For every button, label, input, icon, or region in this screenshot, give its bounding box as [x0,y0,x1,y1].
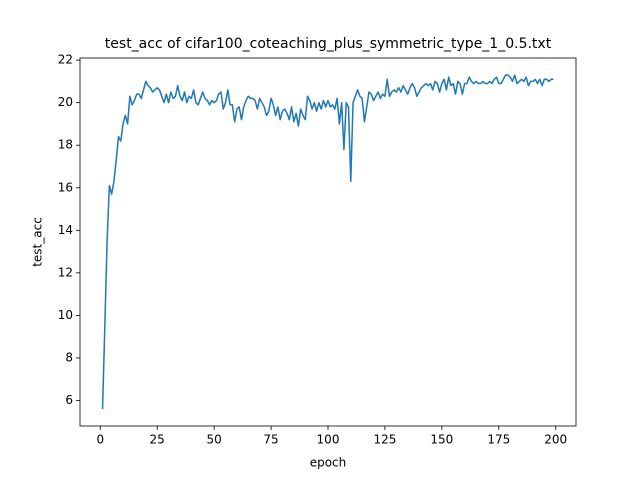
x-tick-label: 50 [206,433,221,447]
y-tick-label: 22 [58,53,73,67]
chart-title: test_acc of cifar100_coteaching_plus_sym… [105,36,552,52]
y-tick-label: 8 [65,350,73,364]
y-tick-label: 14 [58,223,73,237]
x-tick-label: 150 [430,433,453,447]
y-axis-label: test_acc [31,217,45,267]
x-tick-label: 0 [96,433,104,447]
plot-frame [79,57,577,427]
x-axis-label: epoch [310,456,347,470]
x-tick-label: 200 [544,433,567,447]
y-tick-label: 16 [58,180,73,194]
x-tick-label: 25 [150,433,165,447]
y-tick-label: 18 [58,138,73,152]
x-tick-label: 75 [263,433,278,447]
data-line [101,74,554,410]
y-tick-label: 10 [58,308,73,322]
y-tick-label: 20 [58,95,73,109]
x-tick-label: 125 [373,433,396,447]
y-tick-label: 12 [58,265,73,279]
x-tick-label: 175 [487,433,510,447]
y-tick-label: 6 [65,393,73,407]
x-tick-label: 100 [317,433,340,447]
